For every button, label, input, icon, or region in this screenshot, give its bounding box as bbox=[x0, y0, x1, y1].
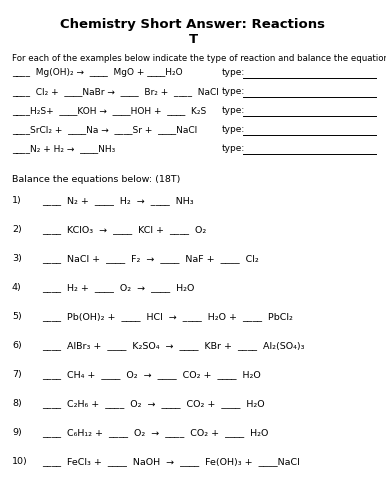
Text: ____  H₂ +  ____  O₂  →  ____  H₂O: ____ H₂ + ____ O₂ → ____ H₂O bbox=[42, 283, 195, 292]
Text: ____SrCl₂ +  ____Na →  ____Sr +  ____NaCl: ____SrCl₂ + ____Na → ____Sr + ____NaCl bbox=[12, 125, 197, 134]
Text: ____  FeCl₃ +  ____  NaOH  →  ____  Fe(OH)₃ +  ____NaCl: ____ FeCl₃ + ____ NaOH → ____ Fe(OH)₃ + … bbox=[42, 457, 300, 466]
Text: ____  Cl₂ +  ____NaBr →  ____  Br₂ +  ____  NaCl: ____ Cl₂ + ____NaBr → ____ Br₂ + ____ Na… bbox=[12, 87, 219, 96]
Text: T: T bbox=[188, 33, 198, 46]
Text: ____  NaCl +  ____  F₂  →  ____  NaF +  ____  Cl₂: ____ NaCl + ____ F₂ → ____ NaF + ____ Cl… bbox=[42, 254, 259, 263]
Text: Balance the equations below: (18T): Balance the equations below: (18T) bbox=[12, 175, 180, 184]
Text: ____  C₂H₆ +  ____  O₂  →  ____  CO₂ +  ____  H₂O: ____ C₂H₆ + ____ O₂ → ____ CO₂ + ____ H₂… bbox=[42, 399, 265, 408]
Text: 3): 3) bbox=[12, 254, 22, 263]
Text: 6): 6) bbox=[12, 341, 22, 350]
Text: 4): 4) bbox=[12, 283, 22, 292]
Text: For each of the examples below indicate the type of reaction and balance the equ: For each of the examples below indicate … bbox=[12, 54, 386, 63]
Text: 1): 1) bbox=[12, 196, 22, 205]
Text: ____N₂ + H₂ →  ____NH₃: ____N₂ + H₂ → ____NH₃ bbox=[12, 144, 115, 153]
Text: 8): 8) bbox=[12, 399, 22, 408]
Text: 2): 2) bbox=[12, 225, 22, 234]
Text: Chemistry Short Answer: Reactions: Chemistry Short Answer: Reactions bbox=[61, 18, 325, 31]
Text: ____  N₂ +  ____  H₂  →  ____  NH₃: ____ N₂ + ____ H₂ → ____ NH₃ bbox=[42, 196, 194, 205]
Text: ____  KClO₃  →  ____  KCl +  ____  O₂: ____ KClO₃ → ____ KCl + ____ O₂ bbox=[42, 225, 206, 234]
Text: 9): 9) bbox=[12, 428, 22, 437]
Text: type:: type: bbox=[222, 87, 245, 96]
Text: ____  AlBr₃ +  ____  K₂SO₄  →  ____  KBr +  ____  Al₂(SO₄)₃: ____ AlBr₃ + ____ K₂SO₄ → ____ KBr + ___… bbox=[42, 341, 305, 350]
Text: ____H₂S+  ____KOH →  ____HOH +  ____  K₂S: ____H₂S+ ____KOH → ____HOH + ____ K₂S bbox=[12, 106, 206, 115]
Text: ____  Mg(OH)₂ →  ____  MgO + ____H₂O: ____ Mg(OH)₂ → ____ MgO + ____H₂O bbox=[12, 68, 183, 77]
Text: ____  C₆H₁₂ +  ____  O₂  →  ____  CO₂ +  ____  H₂O: ____ C₆H₁₂ + ____ O₂ → ____ CO₂ + ____ H… bbox=[42, 428, 268, 437]
Text: ____  CH₄ +  ____  O₂  →  ____  CO₂ +  ____  H₂O: ____ CH₄ + ____ O₂ → ____ CO₂ + ____ H₂O bbox=[42, 370, 261, 379]
Text: 10): 10) bbox=[12, 457, 28, 466]
Text: 7): 7) bbox=[12, 370, 22, 379]
Text: ____  Pb(OH)₂ +  ____  HCl  →  ____  H₂O +  ____  PbCl₂: ____ Pb(OH)₂ + ____ HCl → ____ H₂O + ___… bbox=[42, 312, 293, 321]
Text: type:: type: bbox=[222, 125, 245, 134]
Text: type:: type: bbox=[222, 144, 245, 153]
Text: 5): 5) bbox=[12, 312, 22, 321]
Text: type:: type: bbox=[222, 68, 245, 77]
Text: type:: type: bbox=[222, 106, 245, 115]
